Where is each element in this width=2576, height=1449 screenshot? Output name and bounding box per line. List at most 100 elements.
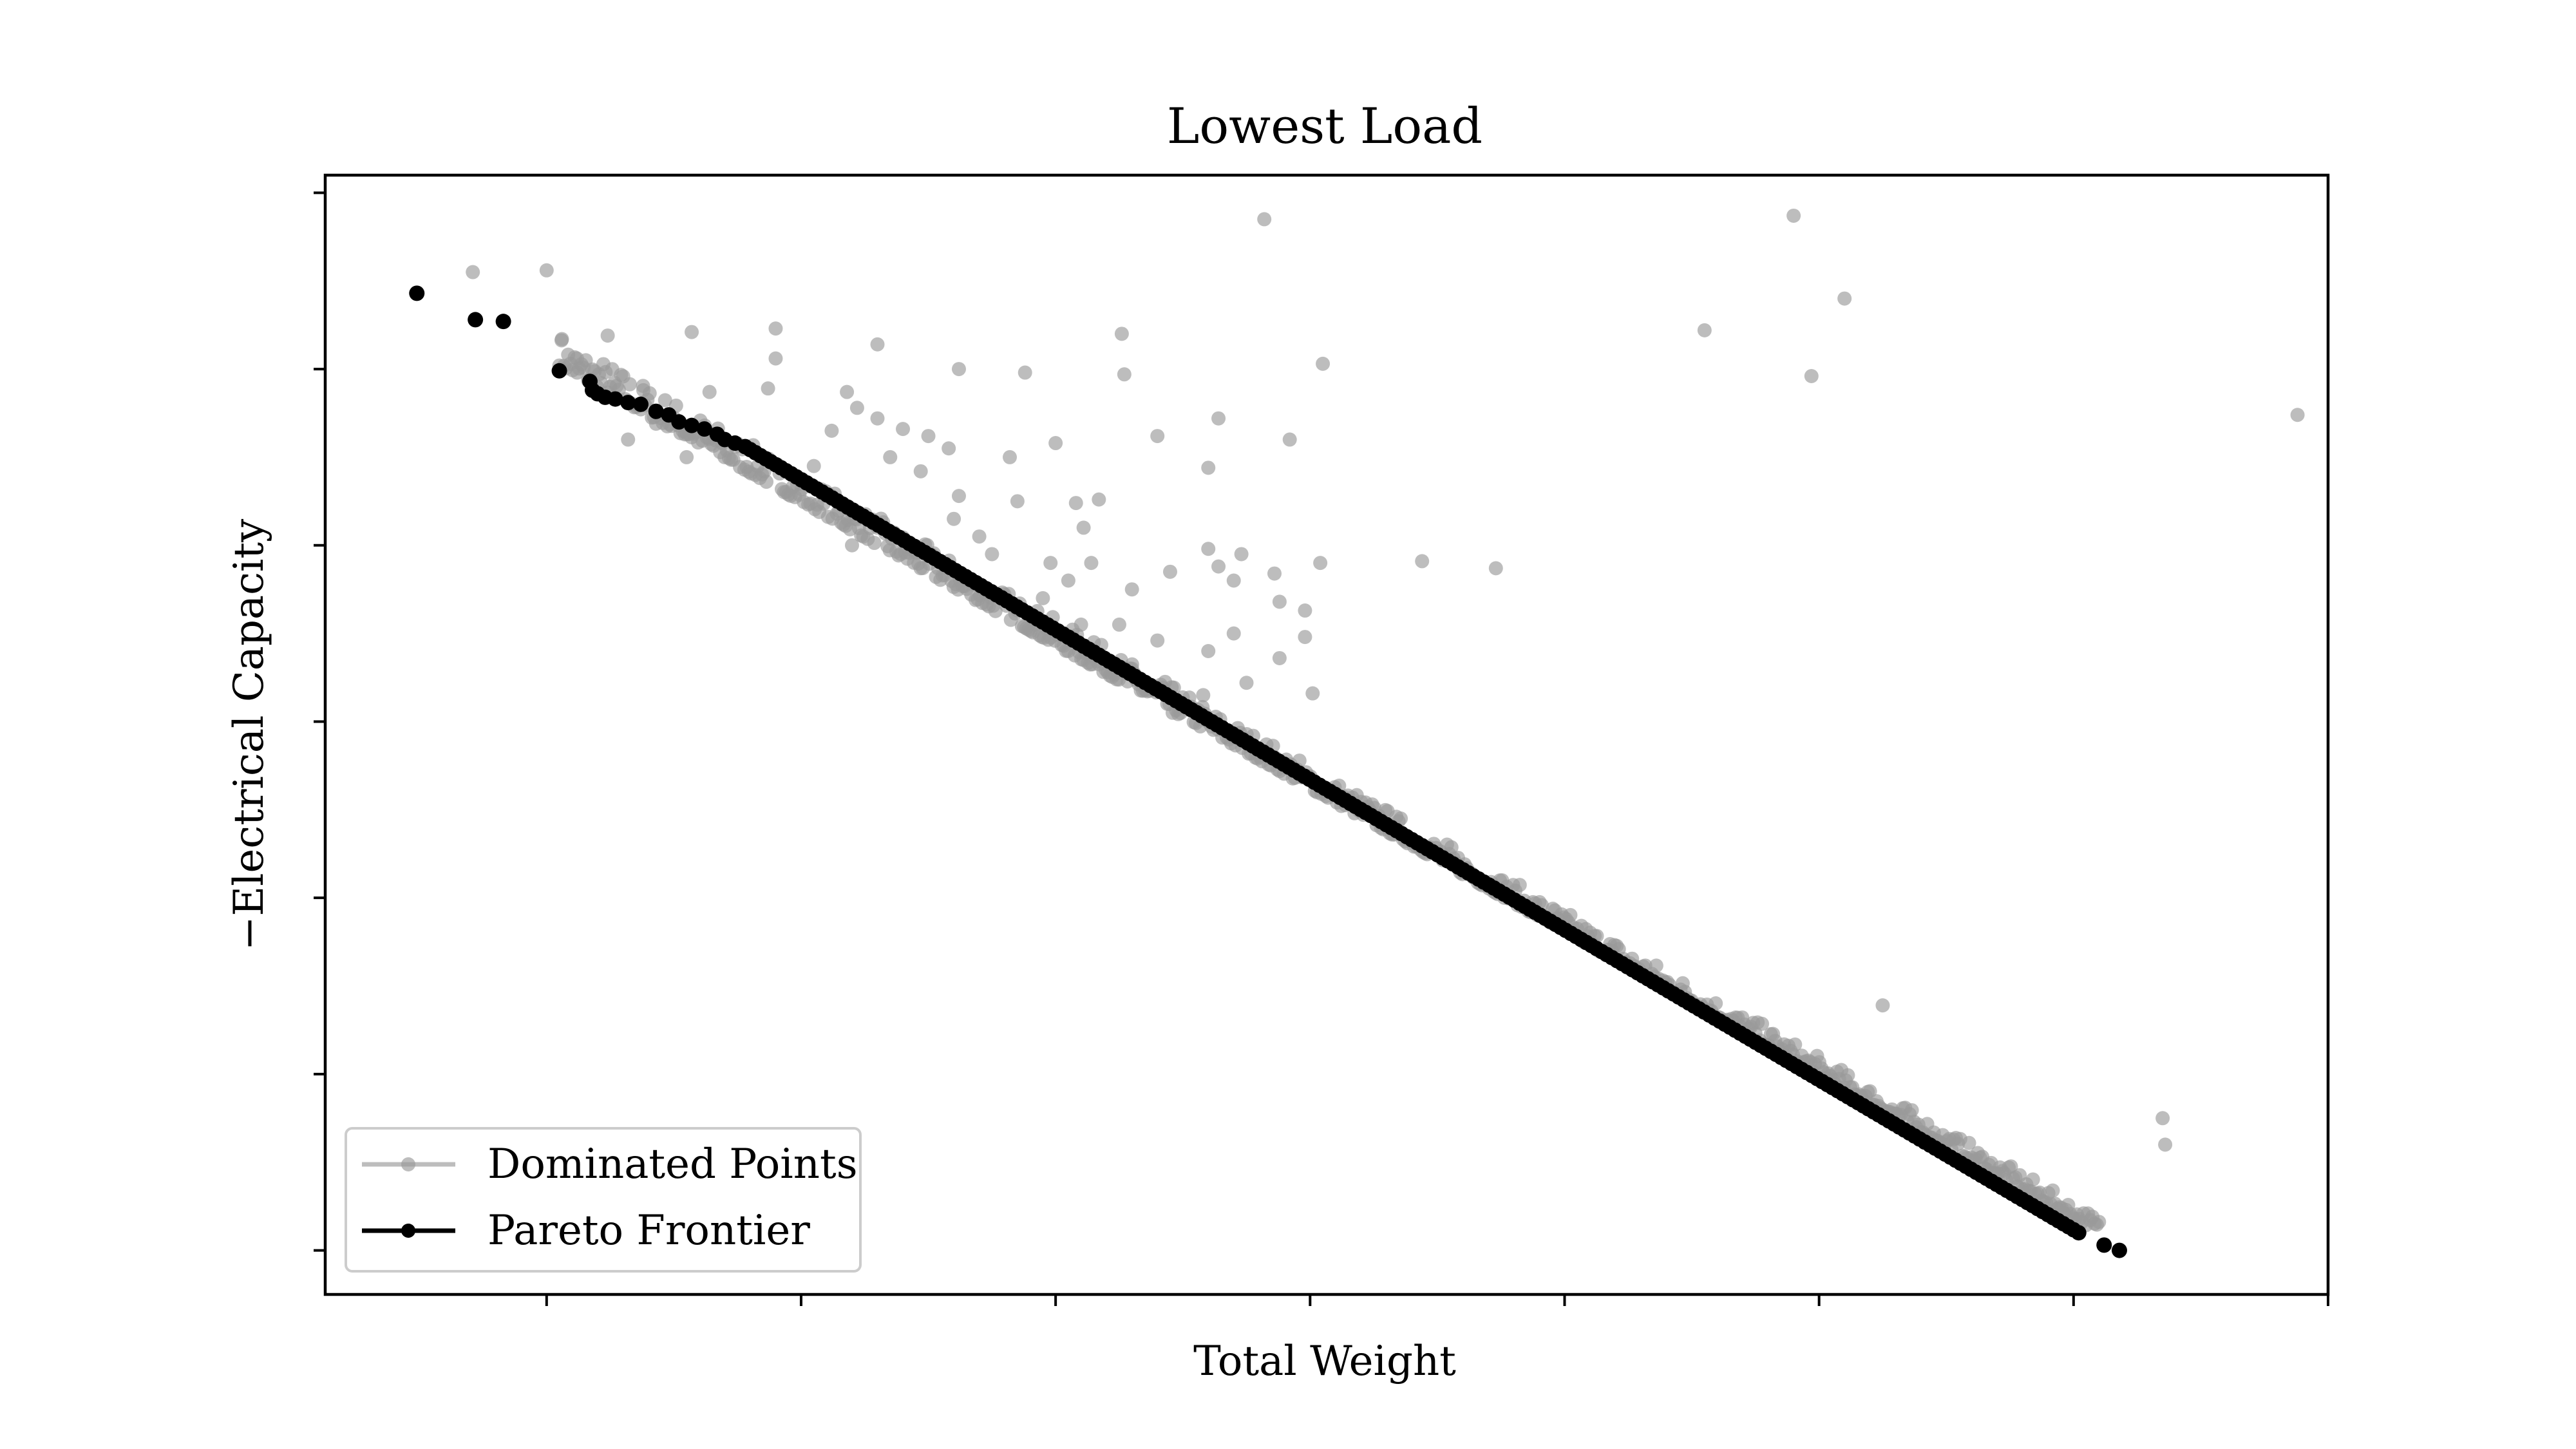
- dominated-point: [1018, 365, 1032, 380]
- dominated-point: [1211, 559, 1226, 574]
- dominated-point: [1837, 291, 1852, 306]
- dominated-point: [1444, 840, 1459, 855]
- dominated-point: [649, 416, 663, 431]
- dominated-point: [570, 365, 585, 380]
- dominated-point: [1043, 556, 1058, 571]
- legend-dominated-marker: [401, 1157, 415, 1171]
- dominated-point: [1226, 573, 1241, 588]
- dominated-point: [942, 441, 956, 456]
- dominated-point: [913, 464, 928, 478]
- dominated-point: [1074, 617, 1088, 632]
- legend-dominated-label: Dominated Points: [488, 1141, 858, 1188]
- dominated-point: [761, 381, 775, 396]
- x-axis-ticks: [545, 1294, 2329, 1306]
- dominated-point: [1234, 547, 1249, 562]
- dominated-point: [1415, 554, 1430, 569]
- dominated-point: [849, 401, 864, 415]
- dominated-point: [1092, 492, 1106, 507]
- dominated-point: [2290, 408, 2305, 422]
- dominated-point: [1068, 496, 1083, 511]
- dominated-point: [1076, 520, 1091, 535]
- dominated-point: [1862, 1084, 1877, 1099]
- pareto-point: [607, 391, 623, 407]
- dominated-point: [679, 450, 694, 464]
- dominated-point: [1962, 1135, 1976, 1150]
- pareto-point: [2111, 1242, 2127, 1258]
- dominated-point: [1061, 573, 1075, 588]
- dominated-point: [1316, 356, 1331, 371]
- dominated-point: [1196, 688, 1211, 703]
- dominated-point: [985, 547, 999, 562]
- dominated-point: [702, 384, 717, 399]
- dominated-point: [896, 422, 911, 437]
- dominated-point: [1755, 1016, 1770, 1031]
- dominated-point: [1709, 996, 1723, 1011]
- pareto-point: [648, 403, 664, 419]
- dominated-point: [1563, 907, 1578, 922]
- dominated-point: [1786, 208, 1801, 223]
- dominated-point: [1003, 450, 1018, 464]
- dominated-point: [539, 263, 554, 278]
- dominated-point: [1084, 556, 1099, 571]
- dominated-point: [1010, 494, 1025, 509]
- dominated-point: [988, 603, 1003, 618]
- dominated-point: [2158, 1137, 2173, 1152]
- dominated-point: [1904, 1103, 1919, 1117]
- dominated-point: [1298, 603, 1312, 618]
- dominated-point: [1201, 643, 1216, 658]
- dominated-point: [1394, 811, 1408, 826]
- dominated-point: [1282, 432, 1297, 447]
- dominated-point: [1150, 633, 1165, 648]
- dominated-point: [1298, 630, 1312, 645]
- plot-frame: [323, 173, 2330, 1296]
- dominated-point: [1201, 460, 1216, 475]
- dominated-point: [951, 489, 966, 504]
- dominated-point: [840, 384, 855, 399]
- dominated-point: [621, 432, 636, 447]
- dominated-point: [921, 429, 936, 444]
- dominated-point: [1226, 626, 1241, 641]
- pareto-point: [633, 396, 649, 412]
- y-axis-label: −Electrical Capacity: [225, 519, 273, 951]
- dominated-point: [1048, 436, 1063, 451]
- dominated-point: [806, 459, 821, 473]
- pareto-point: [696, 421, 712, 437]
- dominated-point: [867, 536, 882, 551]
- pareto-point: [551, 363, 567, 379]
- dominated-point: [759, 475, 774, 489]
- chart-title: Lowest Load: [1167, 97, 1482, 155]
- dominated-point: [636, 383, 650, 397]
- pareto-point: [671, 414, 687, 430]
- pareto-point: [2096, 1237, 2112, 1253]
- dominated-point: [1649, 958, 1663, 973]
- dominated-point: [1211, 411, 1226, 426]
- dominated-point: [1841, 1068, 1855, 1083]
- legend: Dominated Points Pareto Frontier: [345, 1127, 862, 1273]
- dominated-point: [466, 265, 480, 279]
- dominated-point: [1114, 327, 1129, 341]
- dominated-point: [2025, 1172, 2040, 1187]
- dominated-point: [824, 423, 839, 438]
- dominated-point: [1875, 998, 1890, 1013]
- dominated-point: [658, 393, 672, 408]
- pareto-point: [468, 312, 484, 328]
- pareto-point: [684, 417, 700, 433]
- dominated-point: [1239, 676, 1254, 690]
- dominated-point: [1257, 212, 1272, 227]
- dominated-point: [1272, 650, 1287, 665]
- dominated-point: [1804, 369, 1819, 384]
- pareto-point: [495, 314, 511, 330]
- dominated-point: [768, 321, 783, 336]
- dominated-point: [1201, 542, 1216, 556]
- dominated-point: [870, 411, 885, 426]
- legend-pareto-marker: [401, 1224, 415, 1238]
- dominated-point: [1267, 566, 1282, 581]
- dominated-point: [947, 511, 961, 526]
- dominated-point: [870, 337, 885, 352]
- dominated-point: [2003, 1159, 2018, 1174]
- legend-pareto-label: Pareto Frontier: [488, 1207, 810, 1255]
- dominated-point: [972, 529, 987, 544]
- dominated-point: [685, 325, 699, 339]
- dominated-point: [1788, 1037, 1803, 1052]
